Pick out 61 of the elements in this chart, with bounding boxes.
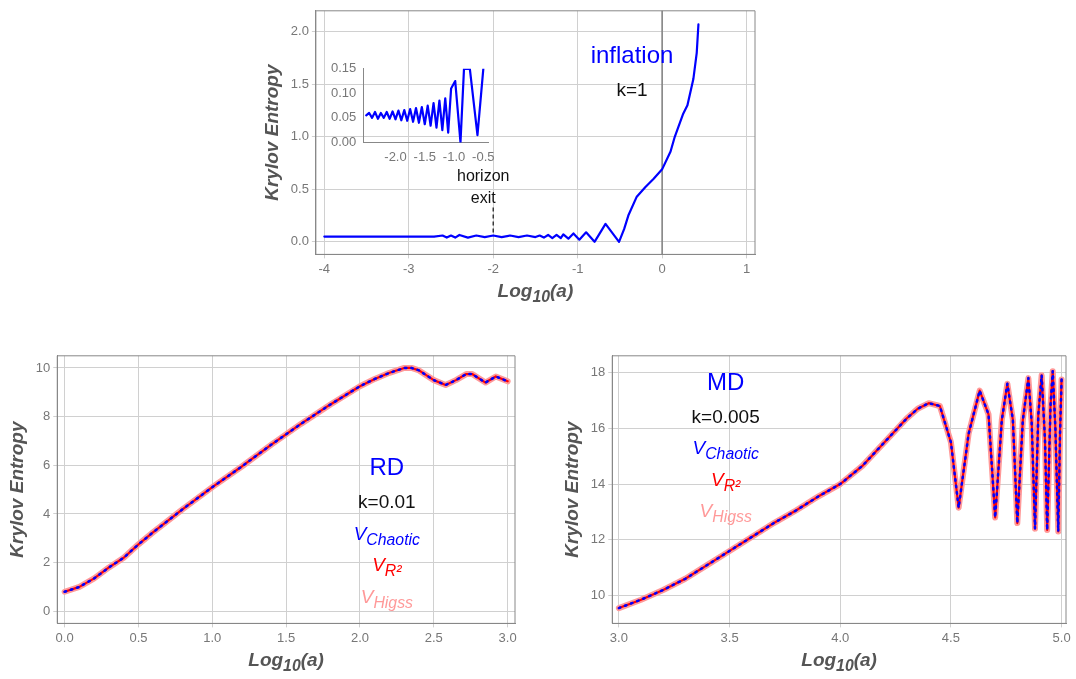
y-tick-label: 0.0 — [290, 233, 309, 249]
x-tick-label: -1.5 — [413, 148, 436, 164]
x-tick-label: -1.0 — [442, 148, 466, 164]
annotation: k=0.01 — [357, 490, 417, 514]
x-tick-label: 5.0 — [1052, 629, 1071, 645]
y-tick-label: 1.5 — [290, 75, 309, 91]
y-tick-label: 0.00 — [330, 133, 357, 149]
y-tick-label: 8 — [43, 408, 51, 424]
x-tick-label: -4 — [318, 260, 331, 276]
y-tick-label: 12 — [590, 531, 606, 547]
x-tick-label: 2.5 — [424, 629, 443, 645]
y-tick-label: 18 — [590, 364, 606, 380]
x-tick-label: 1 — [742, 260, 751, 276]
y-tick-label: 0 — [43, 602, 51, 618]
x-tick-label: 4.5 — [941, 629, 960, 645]
x-tick-label: 0.0 — [55, 629, 74, 645]
x-tick-label: 2.0 — [350, 629, 369, 645]
x-tick-label: 0 — [658, 260, 666, 276]
x-axis-title: Log$_{10}$(a) — [801, 649, 877, 675]
text: V$_{R²}$ — [371, 553, 403, 582]
y-tick-label: 6 — [43, 456, 51, 472]
series-label: V$_{Higss}$ — [698, 499, 753, 527]
y-tick-label: 2 — [43, 554, 51, 570]
text: V$_{Chaotic}$ — [353, 521, 421, 550]
y-axis-title: Krylov Entropy — [5, 420, 27, 558]
x-tick-label: -0.5 — [472, 148, 495, 164]
x-axis-title: Log$_{10}$(a) — [497, 280, 574, 306]
y-tick-label: 0.15 — [330, 60, 357, 76]
x-tick-label: 3.0 — [498, 629, 517, 645]
text: V$_{R²}$ — [710, 467, 742, 496]
x-tick-label: -2.0 — [384, 148, 407, 164]
y-axis-title: Krylov Entropy — [560, 420, 582, 558]
y-tick-label: 10 — [590, 587, 606, 603]
y-tick-label: 4 — [43, 505, 51, 521]
y-tick-label: 1.0 — [290, 128, 309, 144]
x-tick-label: -3 — [402, 260, 415, 276]
y-tick-label: 16 — [590, 419, 606, 435]
y-tick-label: 0.05 — [330, 109, 357, 125]
annotation: inflation — [590, 40, 674, 71]
x-tick-label: -2 — [487, 260, 499, 276]
x-tick-label: 1.0 — [203, 629, 222, 645]
text: V$_{Higss}$ — [359, 585, 414, 613]
x-tick-label: 0.5 — [129, 629, 148, 645]
x-tick-label: 3.0 — [609, 629, 628, 645]
y-tick-label: 0.10 — [330, 84, 357, 100]
y-tick-label: 10 — [35, 359, 51, 375]
x-tick-label: 4.0 — [831, 629, 850, 645]
x-axis-title: Log$_{10}$(a) — [248, 649, 324, 675]
annotation: k=0.005 — [691, 404, 760, 429]
y-tick-label: 0.5 — [290, 180, 309, 196]
annotation: RD — [368, 452, 406, 483]
x-tick-label: -1 — [571, 260, 584, 276]
annotation: horizon exit — [456, 166, 510, 206]
y-axis-title: Krylov Entropy — [260, 63, 282, 201]
x-tick-label: 1.5 — [277, 629, 296, 645]
x-tick-label: 3.5 — [720, 629, 739, 645]
text: V$_{Chaotic}$ — [691, 436, 760, 464]
y-tick-label: 14 — [590, 475, 606, 491]
y-tick-label: 2.0 — [290, 23, 309, 39]
annotation: k=1 — [615, 78, 649, 102]
annotation: MD — [706, 366, 746, 397]
